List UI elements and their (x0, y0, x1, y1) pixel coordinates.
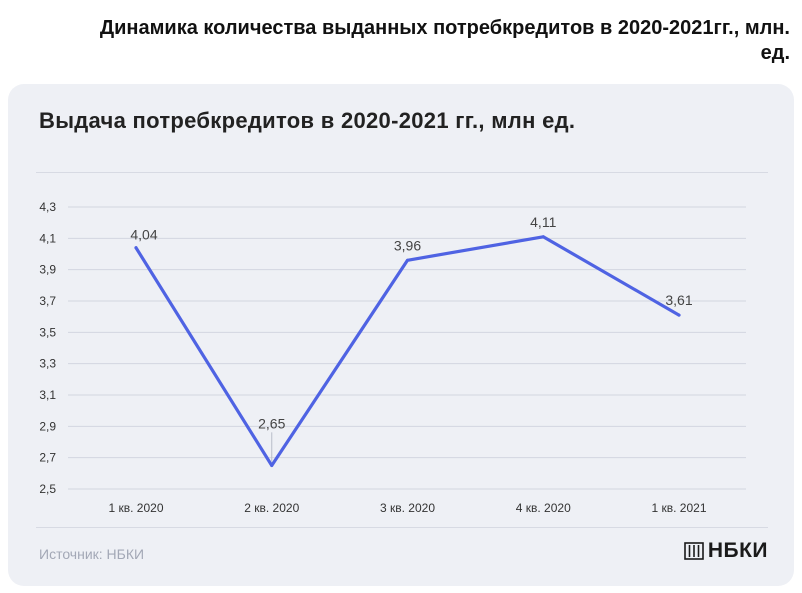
series-line-layer (134, 235, 681, 468)
x-axis-ticks: 1 кв. 2020 2 кв. 2020 3 кв. 2020 4 кв. 2020… (109, 501, 707, 515)
y-tick-label: 3,9 (39, 263, 56, 277)
data-label: 4,11 (530, 214, 556, 230)
y-tick-label: 4,1 (39, 231, 56, 245)
data-label: 3,96 (394, 237, 421, 253)
title-divider (36, 172, 768, 173)
line-chart: 4,3 4,1 3,9 3,7 3,5 3,3 3,1 2,9 2,7 2,5 1 кв. 202… (39, 200, 746, 515)
data-label: 3,61 (665, 292, 692, 308)
x-tick-label: 1 кв. 2020 (109, 501, 164, 515)
brand-logo: НБКИ (684, 539, 768, 563)
x-tick-label: 3 кв. 2020 (380, 501, 435, 515)
footer-divider (36, 527, 768, 528)
grid-lines (68, 206, 746, 490)
y-tick-label: 2,9 (39, 419, 56, 433)
brand-name: НБКИ (707, 539, 768, 562)
series-line (134, 235, 681, 468)
chart-card: Выдача потребкредитов в 2020-2021 гг., м… (8, 84, 794, 586)
data-point (134, 246, 138, 250)
chart-title: Выдача потребкредитов в 2020-2021 гг., м… (39, 108, 576, 133)
x-tick-label: 4 кв. 2020 (516, 501, 571, 515)
y-tick-label: 2,5 (39, 482, 56, 496)
x-tick-label: 2 кв. 2020 (244, 501, 299, 515)
data-point (541, 235, 545, 239)
source-note: Источник: НБКИ (39, 546, 145, 562)
data-point (406, 258, 409, 262)
columns-logo-icon (684, 542, 704, 560)
data-label: 2,65 (258, 415, 285, 431)
y-tick-label: 3,3 (39, 357, 56, 371)
data-labels: 4,04 2,65 3,96 4,11 3,61 (130, 214, 693, 462)
page-heading: Динамика количества выданных потребкреди… (99, 17, 790, 64)
y-tick-label: 4,3 (39, 200, 56, 214)
data-label: 4,04 (130, 227, 157, 243)
data-point (270, 464, 274, 467)
x-tick-label: 1 кв. 2021 (652, 501, 707, 515)
y-tick-label: 3,5 (39, 325, 56, 339)
y-tick-label: 2,7 (39, 451, 56, 465)
data-points (134, 235, 681, 467)
y-tick-label: 3,1 (39, 388, 56, 402)
y-tick-label: 3,7 (39, 294, 56, 308)
y-axis-ticks: 4,3 4,1 3,9 3,7 3,5 3,3 3,1 2,9 2,7 2,5 (39, 200, 56, 496)
data-point (677, 313, 681, 317)
